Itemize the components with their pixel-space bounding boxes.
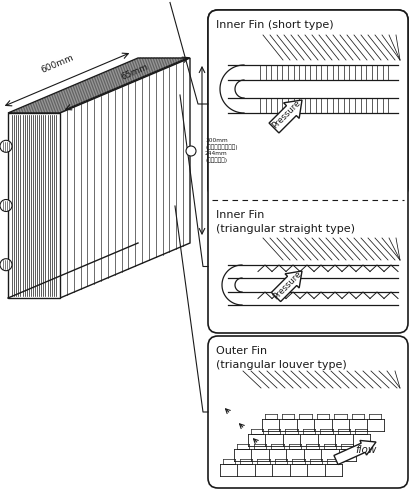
Text: Outer Fin: Outer Fin <box>216 346 267 356</box>
FancyArrow shape <box>269 100 302 133</box>
Text: Pressure: Pressure <box>271 269 303 301</box>
FancyBboxPatch shape <box>208 10 408 333</box>
FancyArrow shape <box>334 440 376 464</box>
Text: Inner Fin: Inner Fin <box>216 210 265 220</box>
Text: (triangular straight type): (triangular straight type) <box>216 224 355 234</box>
Text: 300mm
(エンディカタイプ)
244mm
(標準タイプ): 300mm (エンディカタイプ) 244mm (標準タイプ) <box>205 138 238 163</box>
Circle shape <box>186 146 196 156</box>
Text: flow: flow <box>355 445 376 455</box>
FancyBboxPatch shape <box>208 10 408 198</box>
Circle shape <box>0 259 12 271</box>
FancyBboxPatch shape <box>208 336 408 488</box>
Text: (triangular louver type): (triangular louver type) <box>216 360 347 370</box>
Polygon shape <box>8 113 60 298</box>
Circle shape <box>0 141 12 152</box>
Polygon shape <box>60 58 190 298</box>
Text: 65mm: 65mm <box>120 62 150 81</box>
FancyArrow shape <box>271 271 302 302</box>
Text: Pressure: Pressure <box>270 98 302 130</box>
Circle shape <box>0 200 12 211</box>
Text: 600mm: 600mm <box>39 53 75 74</box>
Polygon shape <box>8 58 190 113</box>
Text: Inner Fin (short type): Inner Fin (short type) <box>216 20 334 30</box>
